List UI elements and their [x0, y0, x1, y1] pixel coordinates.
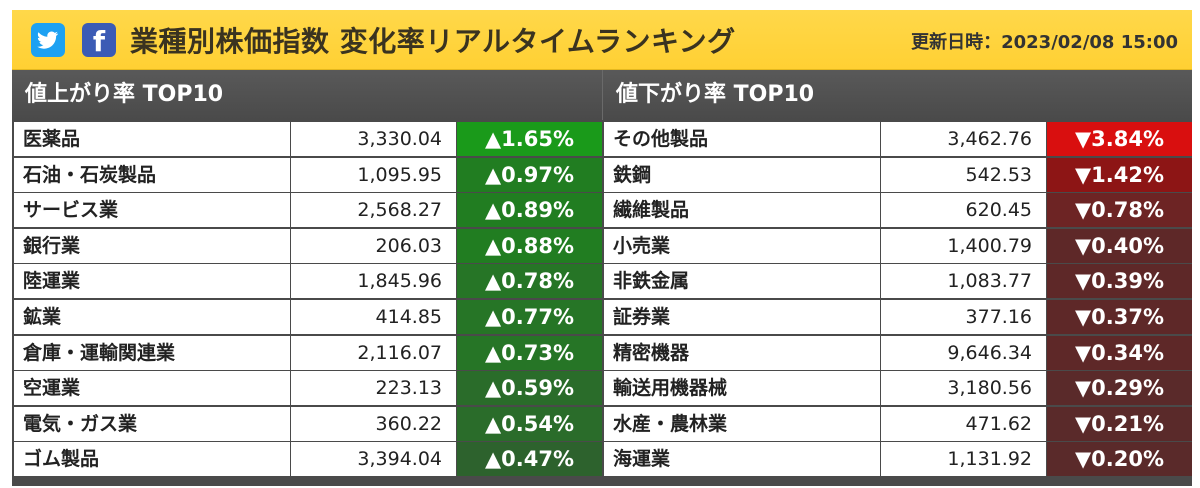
widget-header: f 業種別株価指数 変化率リアルタイムランキング 更新日時：2023/02/08… — [12, 10, 1192, 70]
index-value: 206.03 — [291, 228, 456, 263]
change-rate-badge: ▲0.73% — [457, 335, 602, 370]
losers-row: 輸送用機器械 3,180.56 ▼0.29% — [604, 371, 1192, 407]
change-rate-badge: ▼1.42% — [1047, 157, 1192, 192]
sector-name: その他製品 — [604, 122, 880, 156]
change-rate-badge: ▲1.65% — [457, 122, 602, 156]
facebook-share-button[interactable]: f — [82, 23, 116, 58]
change-rate-badge: ▼0.29% — [1047, 371, 1192, 406]
change-rate-badge: ▼0.78% — [1047, 193, 1192, 228]
change-rate-badge: ▲0.97% — [457, 157, 602, 192]
index-value: 3,462.76 — [881, 122, 1046, 156]
index-value: 542.53 — [881, 157, 1046, 192]
losers-row: 非鉄金属 1,083.77 ▼0.39% — [604, 264, 1192, 300]
ranking-widget: f 業種別株価指数 変化率リアルタイムランキング 更新日時：2023/02/08… — [12, 10, 1192, 486]
index-value: 471.62 — [881, 406, 1046, 441]
update-timestamp: 更新日時：2023/02/08 15:00 — [911, 32, 1178, 53]
sector-name: 小売業 — [604, 228, 880, 263]
sector-name: 銀行業 — [14, 228, 290, 263]
change-rate-badge: ▲0.89% — [457, 193, 602, 228]
gainers-heading: 値上がり率 TOP10 — [12, 70, 602, 120]
sector-name: 医薬品 — [14, 122, 290, 156]
index-value: 2,568.27 — [291, 193, 456, 228]
gainers-row: 倉庫・運輸関連業 2,116.07 ▲0.73% — [14, 335, 602, 372]
sector-name: 鉄鋼 — [604, 157, 880, 192]
index-value: 1,095.95 — [291, 157, 456, 192]
index-value: 223.13 — [291, 371, 456, 406]
sector-name: 証券業 — [604, 299, 880, 334]
sector-name: 輸送用機器械 — [604, 371, 880, 406]
twitter-share-button[interactable] — [31, 23, 65, 57]
change-rate-badge: ▼0.20% — [1047, 442, 1192, 477]
gainers-row: 陸運業 1,845.96 ▲0.78% — [14, 264, 602, 300]
change-rate-badge: ▼3.84% — [1047, 122, 1192, 156]
sector-name: 倉庫・運輸関連業 — [14, 335, 290, 370]
change-rate-badge: ▼0.39% — [1047, 264, 1192, 299]
sector-name: 繊維製品 — [604, 193, 880, 228]
change-rate-badge: ▲0.78% — [457, 264, 602, 299]
losers-row: 証券業 377.16 ▼0.37% — [604, 299, 1192, 336]
change-rate-badge: ▲0.77% — [457, 299, 602, 334]
index-value: 414.85 — [291, 299, 456, 334]
index-value: 1,083.77 — [881, 264, 1046, 299]
sector-name: 精密機器 — [604, 335, 880, 370]
index-value: 9,646.34 — [881, 335, 1046, 370]
change-rate-badge: ▼0.34% — [1047, 335, 1192, 370]
losers-row: 小売業 1,400.79 ▼0.40% — [604, 228, 1192, 265]
index-value: 1,400.79 — [881, 228, 1046, 263]
index-value: 377.16 — [881, 299, 1046, 334]
sector-name: 石油・石炭製品 — [14, 157, 290, 192]
losers-heading: 値下がり率 TOP10 — [602, 70, 1192, 120]
gainers-row: 空運業 223.13 ▲0.59% — [14, 371, 602, 407]
sector-name: ゴム製品 — [14, 442, 290, 477]
index-value: 620.45 — [881, 193, 1046, 228]
sector-name: サービス業 — [14, 193, 290, 228]
losers-row: その他製品 3,462.76 ▼3.84% — [604, 122, 1192, 158]
sector-name: 陸運業 — [14, 264, 290, 299]
index-value: 1,845.96 — [291, 264, 456, 299]
sector-name: 電気・ガス業 — [14, 406, 290, 441]
index-value: 1,131.92 — [881, 442, 1046, 477]
page-title: 業種別株価指数 変化率リアルタイムランキング — [130, 25, 736, 58]
gainers-row: 電気・ガス業 360.22 ▲0.54% — [14, 406, 602, 443]
losers-row: 精密機器 9,646.34 ▼0.34% — [604, 335, 1192, 372]
change-rate-badge: ▼0.40% — [1047, 228, 1192, 263]
index-value: 3,180.56 — [881, 371, 1046, 406]
sector-name: 水産・農林業 — [604, 406, 880, 441]
index-value: 2,116.07 — [291, 335, 456, 370]
losers-row: 鉄鋼 542.53 ▼1.42% — [604, 157, 1192, 194]
gainers-row: 石油・石炭製品 1,095.95 ▲0.97% — [14, 157, 602, 194]
change-rate-badge: ▲0.54% — [457, 406, 602, 441]
sector-name: 海運業 — [604, 442, 880, 477]
change-rate-badge: ▼0.37% — [1047, 299, 1192, 334]
twitter-bird-icon — [37, 31, 59, 49]
index-value: 3,394.04 — [291, 442, 456, 477]
change-rate-badge: ▲0.59% — [457, 371, 602, 406]
losers-table: その他製品 3,462.76 ▼3.84% 鉄鋼 542.53 ▼1.42% 繊維製品 620… — [604, 122, 1192, 478]
change-rate-badge: ▲0.47% — [457, 442, 602, 477]
losers-row: 海運業 1,131.92 ▼0.20% — [604, 442, 1192, 478]
losers-row: 繊維製品 620.45 ▼0.78% — [604, 193, 1192, 229]
index-value: 360.22 — [291, 406, 456, 441]
gainers-row: ゴム製品 3,394.04 ▲0.47% — [14, 442, 602, 478]
losers-row: 水産・農林業 471.62 ▼0.21% — [604, 406, 1192, 443]
change-rate-badge: ▼0.21% — [1047, 406, 1192, 441]
sector-name: 鉱業 — [14, 299, 290, 334]
sector-name: 非鉄金属 — [604, 264, 880, 299]
gainers-table: 医薬品 3,330.04 ▲1.65% 石油・石炭製品 1,095.95 ▲0.97% サー… — [14, 122, 602, 478]
gainers-row: 医薬品 3,330.04 ▲1.65% — [14, 122, 602, 158]
sector-name: 空運業 — [14, 371, 290, 406]
gainers-row: 銀行業 206.03 ▲0.88% — [14, 228, 602, 265]
gainers-row: サービス業 2,568.27 ▲0.89% — [14, 193, 602, 229]
facebook-f-icon: f — [92, 25, 106, 58]
index-value: 3,330.04 — [291, 122, 456, 156]
change-rate-badge: ▲0.88% — [457, 228, 602, 263]
gainers-row: 鉱業 414.85 ▲0.77% — [14, 299, 602, 336]
